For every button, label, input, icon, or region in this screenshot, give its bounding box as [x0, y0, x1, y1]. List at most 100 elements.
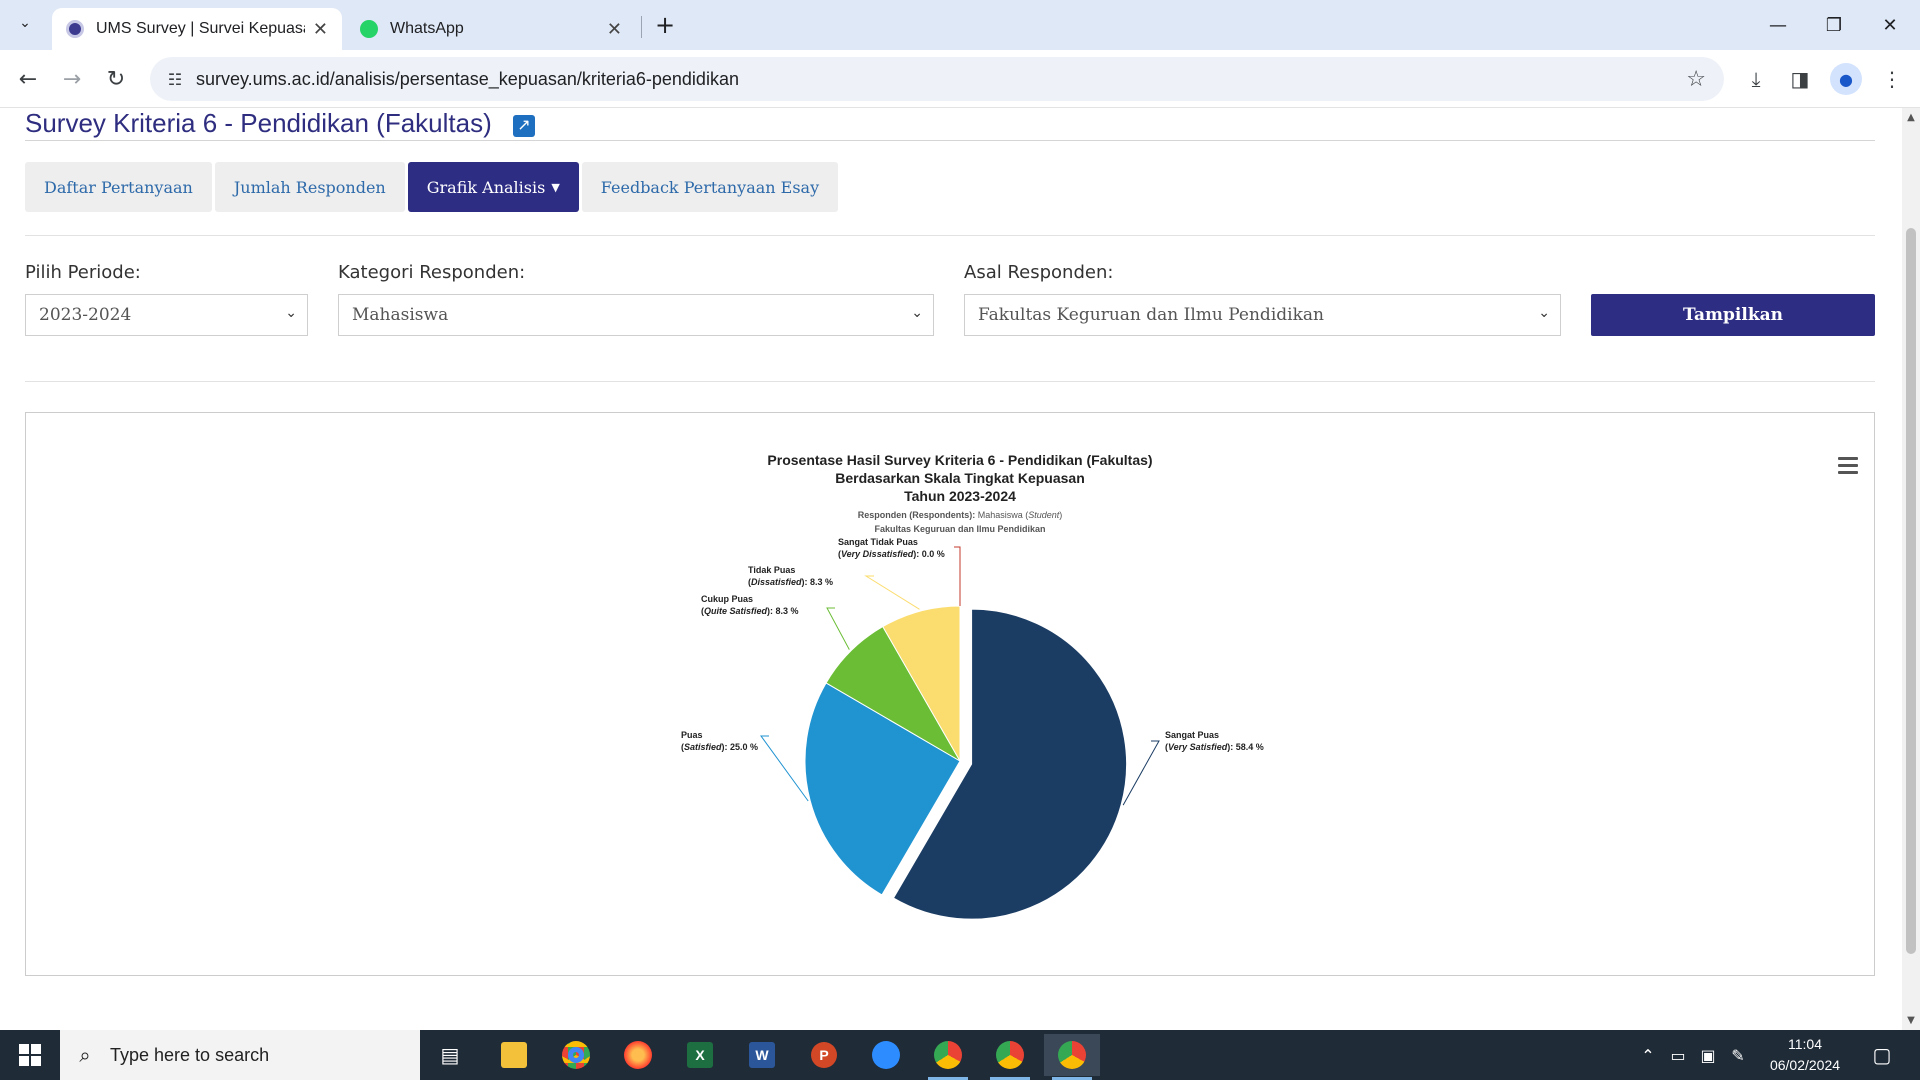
- back-button[interactable]: ←: [12, 63, 44, 95]
- download-icon[interactable]: ⤓: [1751, 67, 1761, 91]
- camera-icon[interactable]: ▣: [1700, 1045, 1716, 1065]
- search-icon: ⌕: [79, 1043, 91, 1067]
- url-text: survey.ums.ac.id/analisis/persentase_kep…: [196, 68, 739, 89]
- chevron-up-icon[interactable]: ⌃: [1641, 1045, 1655, 1065]
- periode-label: Pilih Periode:: [25, 262, 141, 283]
- scrollbar-thumb[interactable]: [1906, 228, 1916, 954]
- word-icon[interactable]: W: [734, 1034, 790, 1076]
- chrome-icon[interactable]: [548, 1034, 604, 1076]
- pie-label-name: Cukup Puas: [701, 594, 753, 604]
- notification-icon[interactable]: ▢: [1872, 1043, 1892, 1067]
- close-window-button[interactable]: ✕: [1882, 14, 1898, 36]
- ums-favicon-icon: [66, 20, 84, 38]
- network-icon[interactable]: ▭: [1670, 1045, 1686, 1065]
- pie-label-value: (Quite Satisfied): 8.3 %: [701, 606, 799, 616]
- pie-connector: [760, 735, 809, 802]
- browser-menu-icon[interactable]: ⋮: [1882, 67, 1902, 91]
- chevron-down-icon: ⌄: [19, 15, 31, 31]
- page-content: Survey Kriteria 6 - Pendidikan (Fakultas…: [0, 108, 1902, 1030]
- chart-menu-icon[interactable]: [1838, 457, 1858, 475]
- reload-button[interactable]: ↻: [100, 63, 132, 95]
- chart-title-line-1: Prosentase Hasil Survey Kriteria 6 - Pen…: [767, 452, 1152, 468]
- zoom-icon[interactable]: [858, 1034, 914, 1076]
- task-view-icon[interactable]: ▤: [440, 1043, 460, 1067]
- chart-title-line-3: Tahun 2023-2024: [904, 488, 1016, 504]
- tab-separator: [641, 16, 642, 38]
- windows-logo-icon: [19, 1044, 41, 1066]
- pen-icon[interactable]: ✎: [1731, 1045, 1745, 1065]
- page-scrollbar[interactable]: ▲ ▼: [1902, 108, 1920, 1030]
- tab-whatsapp[interactable]: WhatsApp ✕: [346, 8, 636, 50]
- taskbar-search-placeholder: Type here to search: [110, 1044, 270, 1065]
- new-tab-button[interactable]: +: [654, 11, 676, 39]
- tab-feedback-pertanyaan-esay[interactable]: Feedback Pertanyaan Esay: [581, 162, 839, 212]
- taskbar-search[interactable]: ⌕ Type here to search: [60, 1030, 420, 1080]
- side-panel-icon[interactable]: ◨: [1790, 67, 1810, 91]
- arrow-right-icon: →: [62, 66, 82, 92]
- clock-time: 11:04: [1788, 1036, 1822, 1052]
- forward-button[interactable]: →: [56, 63, 88, 95]
- asal-select[interactable]: Fakultas Keguruan dan Ilmu Pendidikan ⌄: [964, 294, 1561, 336]
- tab-grafik-analisis-label: Grafik Analisis: [426, 177, 546, 197]
- close-icon[interactable]: ✕: [606, 18, 622, 39]
- tab-jumlah-responden[interactable]: Jumlah Responden: [214, 162, 405, 212]
- tab-grafik-analisis[interactable]: Grafik Analisis ▼: [407, 162, 579, 212]
- arrow-left-icon: ←: [18, 66, 38, 92]
- asal-value: Fakultas Keguruan dan Ilmu Pendidikan: [978, 305, 1324, 325]
- subtitle-italic: Student: [1028, 510, 1060, 520]
- pie-slice[interactable]: [804, 682, 961, 896]
- tab-search-button[interactable]: ⌄: [10, 8, 40, 38]
- scroll-down-icon[interactable]: ▼: [1907, 1015, 1915, 1026]
- firefox-icon[interactable]: [610, 1034, 666, 1076]
- pie-label-name: Sangat Puas: [1165, 730, 1219, 740]
- windows-start-button[interactable]: [0, 1030, 60, 1080]
- reload-icon: ↻: [106, 66, 126, 92]
- tab-ums-survey[interactable]: UMS Survey | Survei Kepuasan S ✕: [52, 8, 342, 50]
- kategori-value: Mahasiswa: [352, 305, 449, 325]
- pie-connector: [1122, 740, 1160, 806]
- kategori-select[interactable]: Mahasiswa ⌄: [338, 294, 934, 336]
- divider: [25, 140, 1875, 141]
- pie-chart: Prosentase Hasil Survey Kriteria 6 - Pen…: [681, 452, 1264, 920]
- kategori-label: Kategori Responden:: [338, 262, 526, 283]
- address-bar[interactable]: ☷ survey.ums.ac.id/analisis/persentase_k…: [150, 57, 1724, 101]
- tampilkan-button[interactable]: Tampilkan: [1591, 294, 1875, 336]
- periode-select[interactable]: 2023-2024 ⌄: [25, 294, 308, 336]
- system-clock[interactable]: 11:04 06/02/2024: [1760, 1034, 1850, 1076]
- pie-slice[interactable]: [882, 605, 961, 763]
- file-explorer-icon[interactable]: [486, 1034, 542, 1076]
- chrome-profile-icon[interactable]: [982, 1034, 1038, 1080]
- minimize-button[interactable]: —: [1769, 14, 1787, 36]
- excel-icon[interactable]: X: [672, 1034, 728, 1076]
- chart-title-line-2: Berdasarkan Skala Tingkat Kepuasan: [835, 470, 1085, 486]
- close-icon[interactable]: ✕: [312, 18, 328, 39]
- caret-down-icon: ▼: [551, 180, 560, 194]
- tab-daftar-pertanyaan[interactable]: Daftar Pertanyaan: [25, 162, 212, 212]
- page-title-text: Survey Kriteria 6 - Pendidikan (Fakultas…: [25, 108, 492, 138]
- subtitle-value: Mahasiswa (: [978, 510, 1029, 520]
- pie-slice[interactable]: [892, 608, 1128, 920]
- chart-container: Prosentase Hasil Survey Kriteria 6 - Pen…: [25, 412, 1875, 976]
- restore-button[interactable]: ❐: [1825, 14, 1843, 36]
- external-link-icon[interactable]: ↗: [512, 115, 535, 137]
- pie-label-name: Tidak Puas: [748, 565, 795, 575]
- powerpoint-icon[interactable]: P: [796, 1034, 852, 1076]
- chrome-active-icon[interactable]: [1044, 1034, 1100, 1080]
- chevron-down-icon: ⌄: [911, 305, 923, 321]
- browser-toolbar: ← → ↻ ☷ survey.ums.ac.id/analisis/persen…: [0, 50, 1920, 108]
- pie-label-value: (Very Dissatisfied): 0.0 %: [838, 549, 945, 559]
- page-title: Survey Kriteria 6 - Pendidikan (Fakultas…: [25, 108, 535, 139]
- clock-date: 06/02/2024: [1769, 1057, 1841, 1073]
- browser-tab-strip: ⌄ UMS Survey | Survei Kepuasan S ✕ Whats…: [0, 0, 1920, 50]
- pie-connector: [864, 575, 920, 610]
- pie-label-name: Sangat Tidak Puas: [838, 537, 918, 547]
- tab-title: UMS Survey | Survei Kepuasan S: [96, 20, 305, 37]
- scroll-up-icon[interactable]: ▲: [1907, 112, 1915, 123]
- bookmark-star-icon[interactable]: ☆: [1686, 66, 1706, 92]
- chrome-profile-icon[interactable]: [920, 1034, 976, 1080]
- divider: [25, 235, 1875, 236]
- profile-avatar-icon[interactable]: ●: [1830, 63, 1862, 95]
- subtitle-close: ): [1059, 510, 1062, 520]
- divider: [25, 381, 1875, 382]
- site-settings-icon[interactable]: ☷: [167, 69, 183, 89]
